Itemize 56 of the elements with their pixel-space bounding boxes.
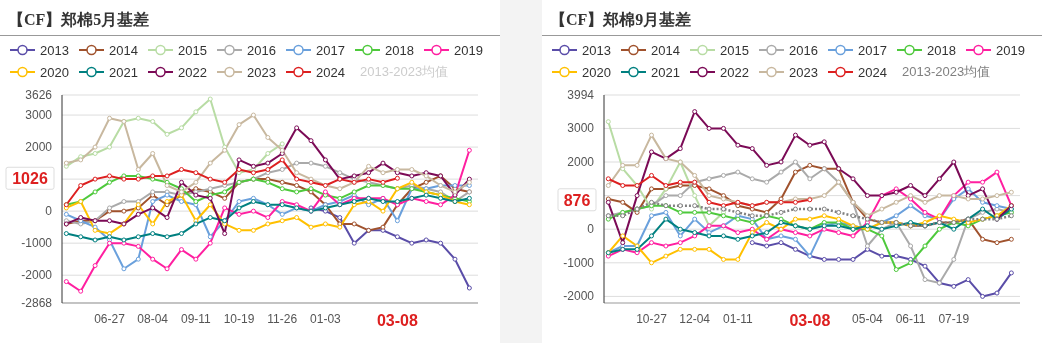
legend-label: 2019 bbox=[454, 42, 483, 58]
legend-label: 2022 bbox=[178, 64, 207, 80]
y-tick-label: 0 bbox=[45, 204, 53, 219]
legend-label: 2021 bbox=[109, 64, 138, 80]
text: 1026 bbox=[12, 170, 48, 188]
legend-label: 2021 bbox=[651, 64, 680, 80]
legend-label: 2023 bbox=[247, 64, 276, 80]
legend-label: 2015 bbox=[178, 42, 207, 58]
legend-label: 2024 bbox=[316, 64, 345, 80]
y-tick-label: 3626 bbox=[25, 88, 53, 102]
x-tick-label: 11-26 bbox=[267, 312, 298, 326]
x-tick-label: 10-19 bbox=[223, 312, 255, 326]
y-tick-label: -2000 bbox=[21, 268, 53, 283]
y-tick-label: -1000 bbox=[563, 255, 595, 270]
y-tick-label: 0 bbox=[587, 222, 595, 237]
x-tick-label: 10-27 bbox=[636, 312, 668, 326]
legend-label: 2014 bbox=[109, 42, 138, 58]
y-tick-label: 2000 bbox=[567, 155, 595, 169]
legend-label: 2019 bbox=[996, 42, 1025, 58]
x-tick-label: 01-03 bbox=[310, 312, 342, 326]
legend-label: 2016 bbox=[789, 42, 818, 58]
legend-label: 2013 bbox=[40, 42, 69, 58]
x-tick-label: 05-04 bbox=[852, 312, 884, 326]
legend-label: 2022 bbox=[720, 64, 749, 80]
legend-label: 2014 bbox=[651, 42, 680, 58]
y-tick-label: 3000 bbox=[567, 121, 595, 136]
legend-label: 2018 bbox=[385, 42, 414, 58]
y-tick-label: -2000 bbox=[563, 289, 595, 304]
x-tick-label: 07-19 bbox=[938, 312, 970, 326]
x-tick-label: 12-04 bbox=[679, 312, 711, 326]
x-tick-label: 09-11 bbox=[180, 312, 212, 326]
x-tick-label: 01-11 bbox=[722, 312, 754, 326]
chart-title: 【CF】郑棉9月基差 bbox=[542, 0, 1042, 36]
legend-label: 2016 bbox=[247, 42, 276, 58]
legend-label: 2017 bbox=[316, 42, 345, 58]
legend-label: 2013 bbox=[582, 42, 611, 58]
y-tick-label: 3000 bbox=[25, 108, 53, 123]
legend-label: 2015 bbox=[720, 42, 749, 58]
x-tick-label: 03-08 bbox=[789, 312, 831, 329]
x-tick-label: 06-27 bbox=[94, 312, 126, 326]
legend-label: 2024 bbox=[858, 64, 887, 80]
legend-label: 2018 bbox=[927, 42, 956, 58]
x-tick-label: 03-08 bbox=[376, 312, 418, 329]
y-tick-label: 2000 bbox=[25, 140, 53, 155]
x-tick-label: 08-04 bbox=[137, 312, 169, 326]
chart-title: 【CF】郑棉5月基差 bbox=[0, 0, 500, 36]
legend-label: 2020 bbox=[40, 64, 69, 80]
x-tick-label: 06-11 bbox=[895, 312, 926, 326]
y-tick-label: -2868 bbox=[21, 296, 53, 310]
legend-label: 2017 bbox=[858, 42, 887, 58]
text: 2013-2023均值 bbox=[902, 63, 991, 81]
y-tick-label: -1000 bbox=[21, 236, 53, 251]
y-tick-label: 3994 bbox=[567, 88, 595, 102]
legend-label: 2023 bbox=[789, 64, 818, 80]
legend-label: 2020 bbox=[582, 64, 611, 80]
text: 876 bbox=[563, 191, 591, 209]
